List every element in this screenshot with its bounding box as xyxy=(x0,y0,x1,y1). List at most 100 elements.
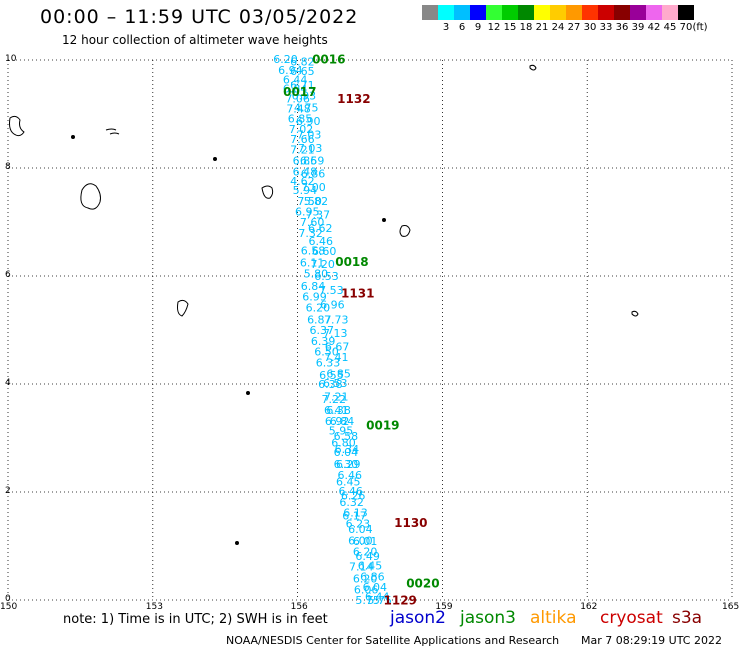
legend-label: 6 xyxy=(458,22,466,33)
island-outline xyxy=(529,64,537,71)
swh-value: 6.86 xyxy=(293,155,318,168)
legend-label: 18 xyxy=(519,22,533,33)
x-tick-label: 156 xyxy=(290,602,308,612)
satellite-cryosat-label: cryosat xyxy=(600,608,663,628)
swh-value: 6.38 xyxy=(326,404,351,417)
swh-value: 7.20 xyxy=(310,258,335,271)
legend-label: 33 xyxy=(599,22,613,33)
swh-value: 6.95 xyxy=(295,205,320,218)
swh-value: 6.55 xyxy=(319,369,344,382)
swh-value: 6.80 xyxy=(331,436,356,449)
legend-swatch xyxy=(662,5,678,20)
y-tick-label: 8 xyxy=(5,162,11,172)
swh-value: 6.01 xyxy=(353,535,378,548)
swh-value: 7.03 xyxy=(297,129,322,142)
x-tick-label: 150 xyxy=(0,602,18,612)
swh-value: 7.21 xyxy=(324,391,349,404)
swh-value: 6.23 xyxy=(346,517,371,530)
swh-value: 7.50 xyxy=(297,195,322,208)
island-dot xyxy=(213,157,217,161)
legend-label: 42 xyxy=(647,22,661,33)
swh-value: 6.45 xyxy=(336,475,361,488)
swh-value: 7.73 xyxy=(324,313,349,326)
swh-value: 5.75 xyxy=(355,594,380,607)
legend-swatch xyxy=(518,5,534,20)
y-tick-label: 4 xyxy=(5,378,11,388)
legend-swatch xyxy=(630,5,646,20)
legend-label: 45 xyxy=(663,22,677,33)
swh-value: 6.34 xyxy=(335,443,360,456)
swh-value: 4.75 xyxy=(294,102,319,115)
swh-value: 7.00 xyxy=(301,181,326,194)
swh-value: 6.00 xyxy=(348,535,373,548)
swh-value: 7.60 xyxy=(300,216,325,229)
legend-unit: (ft) xyxy=(692,22,708,33)
swh-value: 4.62 xyxy=(290,175,315,188)
swh-value: 6.30 xyxy=(334,458,359,471)
legend-label: 30 xyxy=(583,22,597,33)
legend-swatch xyxy=(454,5,470,20)
legend-label: 9 xyxy=(474,22,482,33)
pass-time-label: 0020 xyxy=(406,576,439,590)
credit-line: NOAA/NESDIS Center for Satellite Applica… xyxy=(226,634,560,647)
swh-value: 6.84 xyxy=(283,83,308,96)
legend-label: 24 xyxy=(551,22,565,33)
swh-value: 5.80 xyxy=(304,267,329,280)
island-outline xyxy=(9,115,25,137)
swh-value: 6.29 xyxy=(336,458,361,471)
swh-value: 7.21 xyxy=(290,144,315,157)
pass-time-label: 0018 xyxy=(335,255,368,269)
swh-value: 7.48 xyxy=(286,103,311,116)
pass-labels: 0016 0017 1132 0018 1131 0019 1130 0020 1129 xyxy=(283,53,439,608)
swh-value: 6.96 xyxy=(320,299,345,312)
swh-value: 6.37 xyxy=(309,324,334,337)
footnote: note: 1) Time is in UTC; 2) SWH is in fe… xyxy=(63,612,328,627)
pass-time-label: 1129 xyxy=(384,594,417,608)
satellite-jason2-label: jason2 xyxy=(390,608,446,628)
y-tick-label: 0 xyxy=(5,594,11,604)
legend-swatch xyxy=(646,5,662,20)
swh-value: 6.38 xyxy=(318,378,343,391)
island-outline xyxy=(261,185,274,199)
swh-value: 7.06 xyxy=(285,92,310,105)
swh-value: 6.84 xyxy=(330,415,355,428)
legend-labels: 3 6 9 12 15 18 21 24 27 30 33 36 39 42 45 70 (ft) xyxy=(422,20,708,34)
swh-value: 6.99 xyxy=(302,291,327,304)
swh-value: 6.20 xyxy=(306,301,331,314)
legend-label: 21 xyxy=(535,22,549,33)
color-legend: 3 6 9 12 15 18 21 24 27 30 33 36 39 42 45 70 (ft) xyxy=(422,5,708,34)
swh-value: 6.46 xyxy=(338,485,363,498)
legend-swatch xyxy=(566,5,582,20)
swh-value: 6.58 xyxy=(334,430,359,443)
pass-time-label: 0017 xyxy=(283,85,316,99)
legend-swatch xyxy=(598,5,614,20)
swh-value: 6.48 xyxy=(293,165,318,178)
swh-value: 6.62 xyxy=(308,222,333,235)
swh-value: 6.44 xyxy=(365,590,390,603)
swh-value: 6.84 xyxy=(301,280,326,293)
legend-swatch xyxy=(534,5,550,20)
swh-value: 6.32 xyxy=(339,496,364,509)
island-outline xyxy=(80,183,101,210)
swh-value: 6.06 xyxy=(354,583,379,596)
swh-value: 6.11 xyxy=(300,257,325,270)
swh-value: 7.03 xyxy=(298,142,323,155)
legend-swatch xyxy=(614,5,630,20)
swh-value: 6.13 xyxy=(343,507,368,520)
swh-value: 6.33 xyxy=(316,356,341,369)
legend-label: 12 xyxy=(487,22,501,33)
map-title: 00:00 – 11:59 UTC 03/05/2022 xyxy=(40,6,359,28)
swh-value: 6.67 xyxy=(325,340,350,353)
swh-value: 7.14 xyxy=(349,561,374,574)
island-outline xyxy=(631,310,639,317)
swh-value: 6.85 xyxy=(288,112,313,125)
satellite-s3a-label: s3a xyxy=(672,608,703,628)
swh-value: 6.17 xyxy=(342,509,367,522)
swh-value: 6.85 xyxy=(326,367,351,380)
swh-value: 6.41 xyxy=(324,404,349,417)
swh-value: 6.94 xyxy=(278,64,303,77)
generated-timestamp: Mar 7 08:29:19 UTC 2022 xyxy=(581,634,722,647)
swh-value: 6.20 xyxy=(353,545,378,558)
island-outline xyxy=(399,225,411,237)
pass-time-label: 1131 xyxy=(341,286,374,300)
